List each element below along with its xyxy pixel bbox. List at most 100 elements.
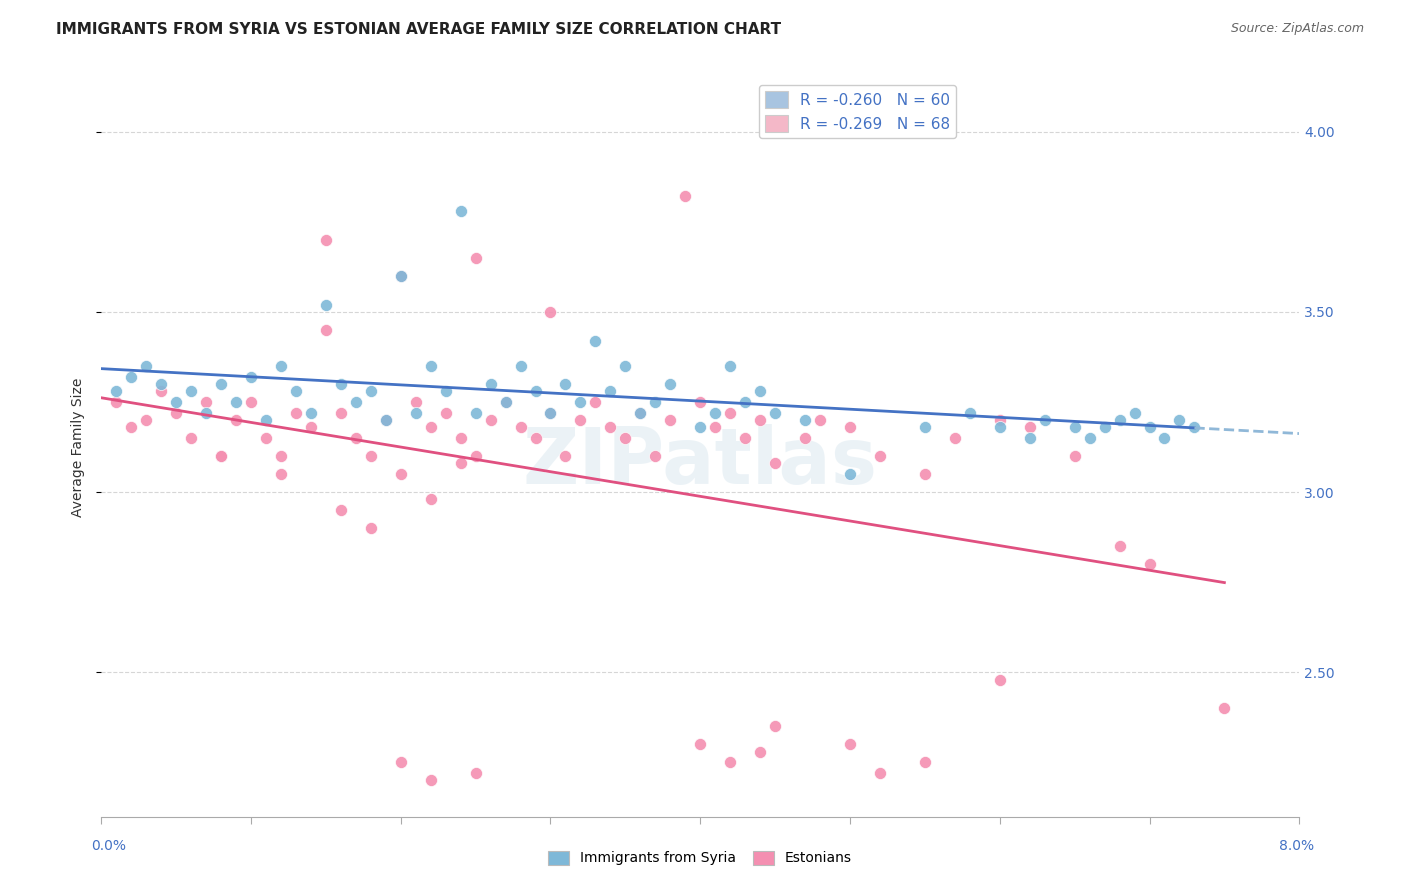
Point — [329, 376, 352, 391]
Point — [360, 521, 382, 535]
Point — [419, 420, 441, 434]
Point — [583, 334, 606, 348]
Point — [509, 420, 531, 434]
Point — [1213, 701, 1236, 715]
Point — [374, 413, 396, 427]
Point — [1094, 420, 1116, 434]
Point — [284, 406, 307, 420]
Point — [254, 431, 277, 445]
Point — [479, 376, 502, 391]
Point — [195, 395, 218, 409]
Point — [524, 431, 547, 445]
Point — [1018, 431, 1040, 445]
Point — [495, 395, 517, 409]
Point — [869, 449, 891, 463]
Point — [1168, 413, 1191, 427]
Point — [628, 406, 651, 420]
Point — [419, 492, 441, 507]
Point — [225, 413, 247, 427]
Point — [360, 449, 382, 463]
Point — [389, 756, 412, 770]
Point — [135, 359, 157, 373]
Point — [374, 413, 396, 427]
Point — [360, 384, 382, 398]
Point — [659, 376, 682, 391]
Point — [239, 395, 262, 409]
Point — [673, 189, 696, 203]
Point — [763, 406, 786, 420]
Point — [1184, 420, 1206, 434]
Point — [718, 359, 741, 373]
Point — [628, 406, 651, 420]
Point — [434, 406, 457, 420]
Point — [644, 395, 666, 409]
Point — [1078, 431, 1101, 445]
Point — [749, 745, 772, 759]
Point — [794, 431, 817, 445]
Point — [150, 384, 173, 398]
Point — [808, 413, 831, 427]
Point — [464, 449, 486, 463]
Point — [540, 305, 562, 319]
Point — [315, 323, 337, 337]
Point — [209, 376, 232, 391]
Point — [135, 413, 157, 427]
Text: IMMIGRANTS FROM SYRIA VS ESTONIAN AVERAGE FAMILY SIZE CORRELATION CHART: IMMIGRANTS FROM SYRIA VS ESTONIAN AVERAG… — [56, 22, 782, 37]
Point — [225, 395, 247, 409]
Point — [120, 420, 142, 434]
Text: ZIPatlas: ZIPatlas — [523, 424, 877, 500]
Point — [270, 449, 292, 463]
Point — [540, 406, 562, 420]
Point — [495, 395, 517, 409]
Point — [165, 406, 187, 420]
Point — [1033, 413, 1056, 427]
Point — [209, 449, 232, 463]
Point — [464, 406, 486, 420]
Point — [329, 406, 352, 420]
Point — [839, 738, 862, 752]
Text: 0.0%: 0.0% — [91, 838, 127, 853]
Point — [704, 406, 727, 420]
Point — [344, 431, 367, 445]
Point — [569, 413, 592, 427]
Point — [195, 406, 218, 420]
Point — [270, 359, 292, 373]
Point — [959, 406, 981, 420]
Point — [419, 773, 441, 788]
Point — [583, 395, 606, 409]
Point — [988, 413, 1011, 427]
Point — [1063, 449, 1085, 463]
Point — [434, 384, 457, 398]
Point — [209, 449, 232, 463]
Point — [405, 395, 427, 409]
Point — [614, 359, 637, 373]
Point — [389, 467, 412, 481]
Point — [1139, 557, 1161, 571]
Point — [599, 384, 621, 398]
Point — [120, 369, 142, 384]
Point — [1063, 420, 1085, 434]
Point — [718, 756, 741, 770]
Point — [405, 406, 427, 420]
Point — [689, 738, 711, 752]
Point — [734, 395, 756, 409]
Point — [180, 431, 202, 445]
Point — [344, 395, 367, 409]
Point — [988, 420, 1011, 434]
Point — [1153, 431, 1175, 445]
Point — [749, 384, 772, 398]
Point — [165, 395, 187, 409]
Point — [450, 456, 472, 470]
Point — [794, 413, 817, 427]
Point — [150, 376, 173, 391]
Point — [105, 384, 128, 398]
Point — [614, 431, 637, 445]
Point — [554, 449, 576, 463]
Point — [943, 431, 966, 445]
Point — [479, 413, 502, 427]
Point — [749, 413, 772, 427]
Point — [299, 420, 322, 434]
Point — [763, 719, 786, 733]
Point — [254, 413, 277, 427]
Point — [554, 376, 576, 391]
